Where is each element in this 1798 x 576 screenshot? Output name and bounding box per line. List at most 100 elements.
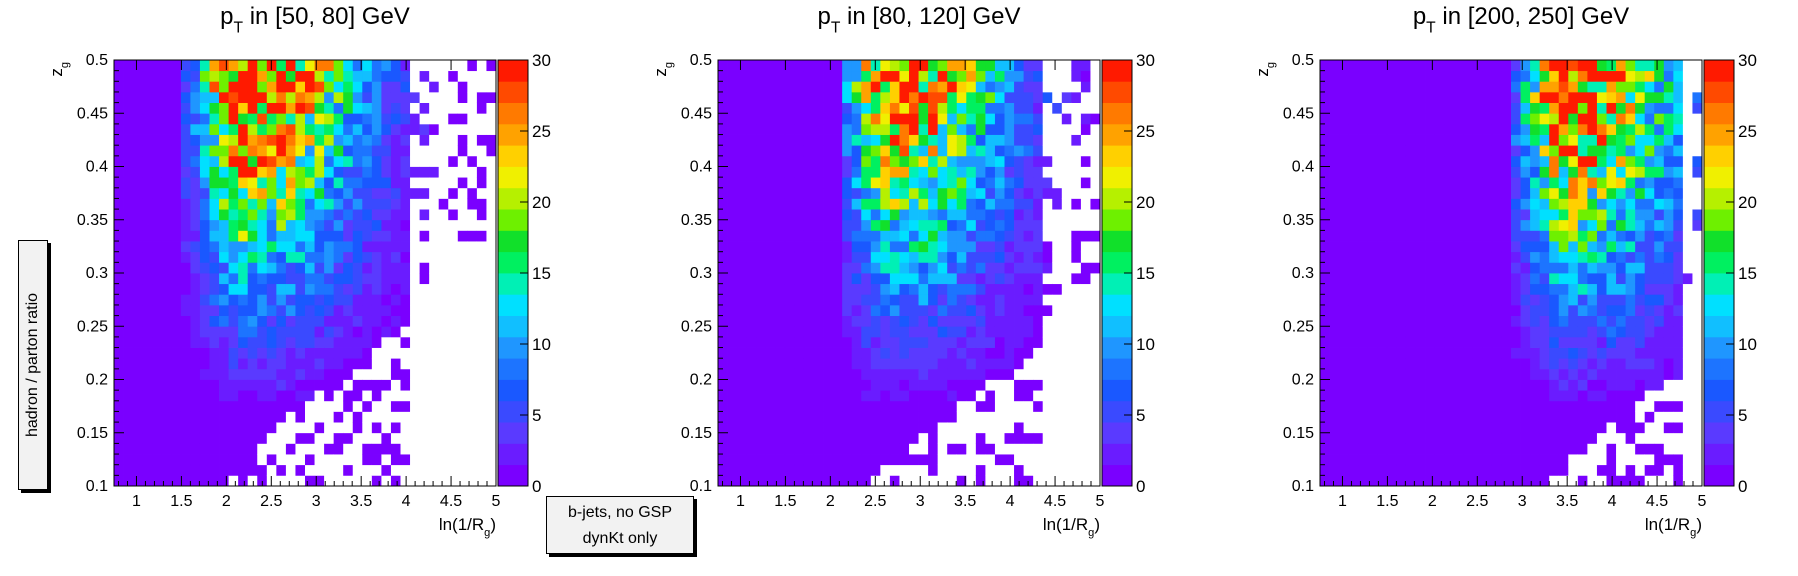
heatmap-cell: [352, 251, 363, 263]
heatmap-cell: [381, 134, 392, 146]
heatmap-cell: [870, 209, 881, 221]
heatmap-cell: [457, 304, 468, 316]
heatmap-cell: [457, 336, 468, 348]
heatmap-cell: [410, 315, 420, 327]
heatmap-cell: [1635, 347, 1646, 359]
heatmap-cell: [285, 145, 296, 157]
heatmap-cell: [928, 400, 939, 412]
heatmap-cell: [381, 262, 392, 274]
heatmap-cell: [1625, 177, 1636, 189]
heatmap-cell: [918, 390, 929, 402]
heatmap-cell: [476, 336, 487, 348]
heatmap-cell: [486, 294, 497, 306]
heatmap-cell: [448, 390, 459, 402]
heatmap-cell: [400, 123, 411, 135]
heatmap-cell: [918, 123, 929, 135]
heatmap-cell: [400, 273, 411, 285]
heatmap-cell: [1444, 273, 1455, 285]
heatmap-cell: [1329, 283, 1340, 295]
heatmap-cell: [1511, 379, 1521, 391]
color-scale-step: [498, 60, 528, 82]
heatmap-cell: [985, 347, 996, 359]
heatmap-cell: [1367, 422, 1378, 434]
heatmap-cell: [851, 368, 862, 380]
heatmap-cell: [1434, 454, 1445, 466]
heatmap-cell: [756, 273, 767, 285]
heatmap-cell: [775, 209, 786, 221]
heatmap-cell: [295, 113, 306, 125]
heatmap-cell: [1348, 102, 1359, 114]
heatmap-cell: [457, 358, 468, 370]
heatmap-cell: [1654, 347, 1665, 359]
heatmap-cell: [324, 113, 335, 125]
heatmap-cell: [1616, 368, 1626, 380]
heatmap-cell: [746, 454, 757, 466]
heatmap-cell: [410, 219, 420, 231]
heatmap-cell: [1568, 432, 1579, 444]
heatmap-cell: [1549, 262, 1560, 274]
heatmap-cell: [362, 336, 373, 348]
heatmap-cell: [1033, 464, 1044, 476]
heatmap-cell: [1472, 230, 1483, 242]
heatmap-cell: [209, 166, 220, 178]
heatmap-cell: [1396, 198, 1407, 210]
y-tick-label: 0.45: [681, 105, 712, 122]
heatmap-cell: [467, 102, 478, 114]
heatmap-cell: [400, 166, 411, 178]
heatmap-cell: [266, 422, 277, 434]
heatmap-cell: [1482, 102, 1493, 114]
heatmap-cell: [266, 81, 277, 93]
heatmap-cell: [737, 400, 748, 412]
heatmap-cell: [381, 60, 392, 72]
heatmap-cell: [842, 315, 853, 327]
heatmap-cell: [889, 91, 900, 103]
heatmap-cell: [851, 145, 862, 157]
heatmap-cell: [371, 400, 382, 412]
heatmap-cell: [1080, 390, 1091, 402]
heatmap-cell: [1472, 326, 1483, 338]
heatmap-cell: [1539, 379, 1550, 391]
color-scale-step: [1102, 273, 1132, 295]
heatmap-cell: [1587, 283, 1598, 295]
heatmap-cell: [756, 198, 767, 210]
heatmap-cell: [775, 145, 786, 157]
heatmap-cell: [765, 464, 776, 476]
heatmap-cell: [1530, 336, 1541, 348]
heatmap-cell: [1568, 102, 1579, 114]
heatmap-cell: [142, 198, 153, 210]
heatmap-cell: [1061, 177, 1072, 189]
heatmap-cell: [861, 432, 872, 444]
heatmap-cell: [190, 251, 201, 263]
heatmap-cell: [247, 422, 258, 434]
heatmap-cell: [371, 273, 382, 285]
heatmap-cell: [1061, 70, 1072, 82]
heatmap-cell: [823, 273, 833, 285]
heatmap-cell: [870, 273, 881, 285]
heatmap-cell: [314, 70, 325, 82]
heatmap-cell: [429, 347, 440, 359]
heatmap-cell: [1339, 368, 1350, 380]
heatmap-cell: [1635, 219, 1646, 231]
heatmap-cell: [161, 241, 172, 253]
heatmap-cell: [756, 177, 767, 189]
heatmap-cell: [956, 400, 967, 412]
heatmap-cell: [419, 432, 430, 444]
heatmap-cell: [209, 113, 220, 125]
heatmap-cell: [1425, 411, 1435, 423]
heatmap-cell: [1596, 209, 1607, 221]
heatmap-cell: [746, 294, 757, 306]
heatmap-cell: [1444, 283, 1455, 295]
heatmap-cell: [476, 102, 487, 114]
heatmap-cell: [1014, 454, 1024, 466]
heatmap-cell: [1014, 411, 1024, 423]
heatmap-cell: [390, 123, 401, 135]
heatmap-cell: [1511, 454, 1521, 466]
heatmap-cell: [718, 411, 728, 423]
heatmap-cell: [1463, 336, 1474, 348]
heatmap-cell: [1530, 145, 1541, 157]
heatmap-cell: [171, 273, 182, 285]
heatmap-cell: [381, 81, 392, 93]
heatmap-cell: [476, 251, 487, 263]
heatmap-cell: [476, 390, 487, 402]
heatmap-cell: [813, 273, 824, 285]
